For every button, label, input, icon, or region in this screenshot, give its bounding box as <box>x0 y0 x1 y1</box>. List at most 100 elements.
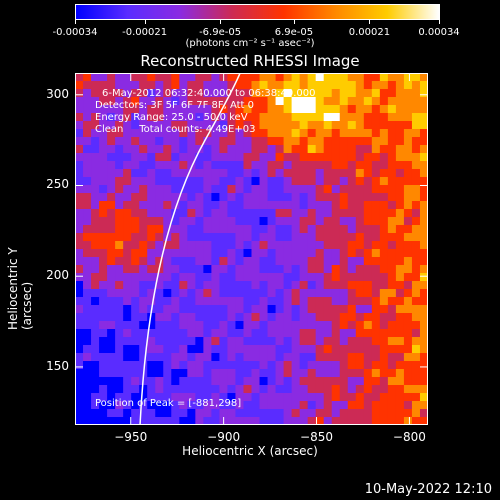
heatmap-cell <box>131 377 140 386</box>
heatmap-cell <box>179 89 188 98</box>
heatmap-cell <box>251 281 261 290</box>
heatmap-cell <box>395 345 405 354</box>
heatmap-cell <box>275 225 285 234</box>
heatmap-cell <box>235 225 244 234</box>
heatmap-cell <box>243 121 252 130</box>
heatmap-cell <box>395 145 405 154</box>
heatmap-cell <box>187 241 196 250</box>
heatmap-cell <box>315 353 325 362</box>
heatmap-cell <box>107 297 116 306</box>
heatmap-cell <box>411 241 421 250</box>
heatmap-cell <box>147 177 156 186</box>
heatmap-cell <box>211 201 220 210</box>
heatmap-cell <box>267 193 277 202</box>
heatmap-cell <box>243 273 252 282</box>
heatmap-cell <box>107 97 116 106</box>
heatmap-cell <box>259 129 269 138</box>
heatmap-cell <box>115 73 124 82</box>
heatmap-cell <box>267 273 277 282</box>
heatmap-cell <box>155 417 164 425</box>
heatmap-cell <box>259 337 269 346</box>
heatmap-cell <box>251 129 261 138</box>
heatmap-cell <box>419 185 428 194</box>
heatmap-cell <box>107 225 116 234</box>
heatmap-cell <box>107 105 116 114</box>
heatmap-cell <box>219 169 228 178</box>
heatmap-cell <box>195 81 204 90</box>
heatmap-cell <box>283 225 293 234</box>
heatmap-cell <box>91 313 100 322</box>
heatmap-cell <box>323 185 333 194</box>
heatmap-cell <box>235 281 244 290</box>
heatmap-cell <box>139 89 148 98</box>
heatmap-cell <box>331 185 341 194</box>
heatmap-cell <box>203 273 212 282</box>
heatmap-cell <box>275 329 285 338</box>
heatmap-cell <box>123 313 132 322</box>
heatmap-cell <box>347 73 357 82</box>
heatmap-cell <box>267 385 277 394</box>
heatmap-cell <box>411 217 421 226</box>
heatmap-cell <box>91 193 100 202</box>
heatmap-cell <box>163 81 172 90</box>
heatmap-cell <box>75 361 84 370</box>
heatmap-cell <box>75 97 84 106</box>
heatmap-cell <box>299 401 309 410</box>
heatmap-cell <box>163 361 172 370</box>
heatmap-cell <box>251 169 261 178</box>
heatmap-cell <box>155 385 164 394</box>
heatmap-cell <box>219 97 228 106</box>
heatmap-cell <box>363 193 373 202</box>
heatmap-cell <box>91 169 100 178</box>
heatmap-cell <box>179 161 188 170</box>
heatmap-cell <box>123 289 132 298</box>
heatmap-cell <box>355 145 365 154</box>
heatmap-cell <box>211 337 220 346</box>
heatmap-cell <box>155 249 164 258</box>
heatmap-cell <box>243 185 252 194</box>
heatmap-cell <box>323 393 333 402</box>
heatmap-cell <box>83 353 92 362</box>
heatmap-cell <box>411 409 421 418</box>
heatmap-cell <box>147 281 156 290</box>
heatmap-cell <box>171 129 180 138</box>
heatmap-cell <box>307 337 317 346</box>
heatmap-cell <box>403 417 413 425</box>
heatmap-cell <box>91 377 100 386</box>
heatmap-cell <box>419 121 428 130</box>
heatmap-cell <box>403 321 413 330</box>
colorbar-tick-mark <box>369 20 371 24</box>
heatmap-cell <box>307 129 317 138</box>
heatmap-cell <box>291 265 301 274</box>
heatmap-cell <box>315 169 325 178</box>
heatmap-cell <box>83 401 92 410</box>
heatmap-cell <box>227 137 236 146</box>
heatmap-cell <box>123 105 132 114</box>
heatmap-cell <box>163 321 172 330</box>
heatmap-cell <box>267 105 277 114</box>
heatmap-cell <box>331 401 341 410</box>
heatmap-cell <box>155 353 164 362</box>
heatmap-cell <box>83 361 92 370</box>
heatmap-cell <box>363 385 373 394</box>
heatmap-cell <box>411 289 421 298</box>
heatmap-cell <box>299 241 309 250</box>
heatmap-cell <box>363 273 373 282</box>
heatmap-cell <box>371 385 381 394</box>
heatmap-cell <box>227 305 236 314</box>
heatmap-cell <box>227 345 236 354</box>
heatmap-cell <box>115 217 124 226</box>
heatmap-cell <box>187 185 196 194</box>
heatmap-cell <box>211 401 220 410</box>
heatmap-cell <box>275 153 285 162</box>
heatmap-cell <box>155 177 164 186</box>
heatmap-cell <box>307 257 317 266</box>
heatmap-cell <box>155 305 164 314</box>
heatmap-cell <box>107 337 116 346</box>
heatmap-cell <box>235 129 244 138</box>
heatmap-cell <box>411 361 421 370</box>
heatmap-cell <box>275 281 285 290</box>
detectors-label: Detectors: 3F 5F 6F 7F 8F, Att 0 <box>95 100 255 111</box>
heatmap-cell <box>203 377 212 386</box>
heatmap-cell <box>163 345 172 354</box>
